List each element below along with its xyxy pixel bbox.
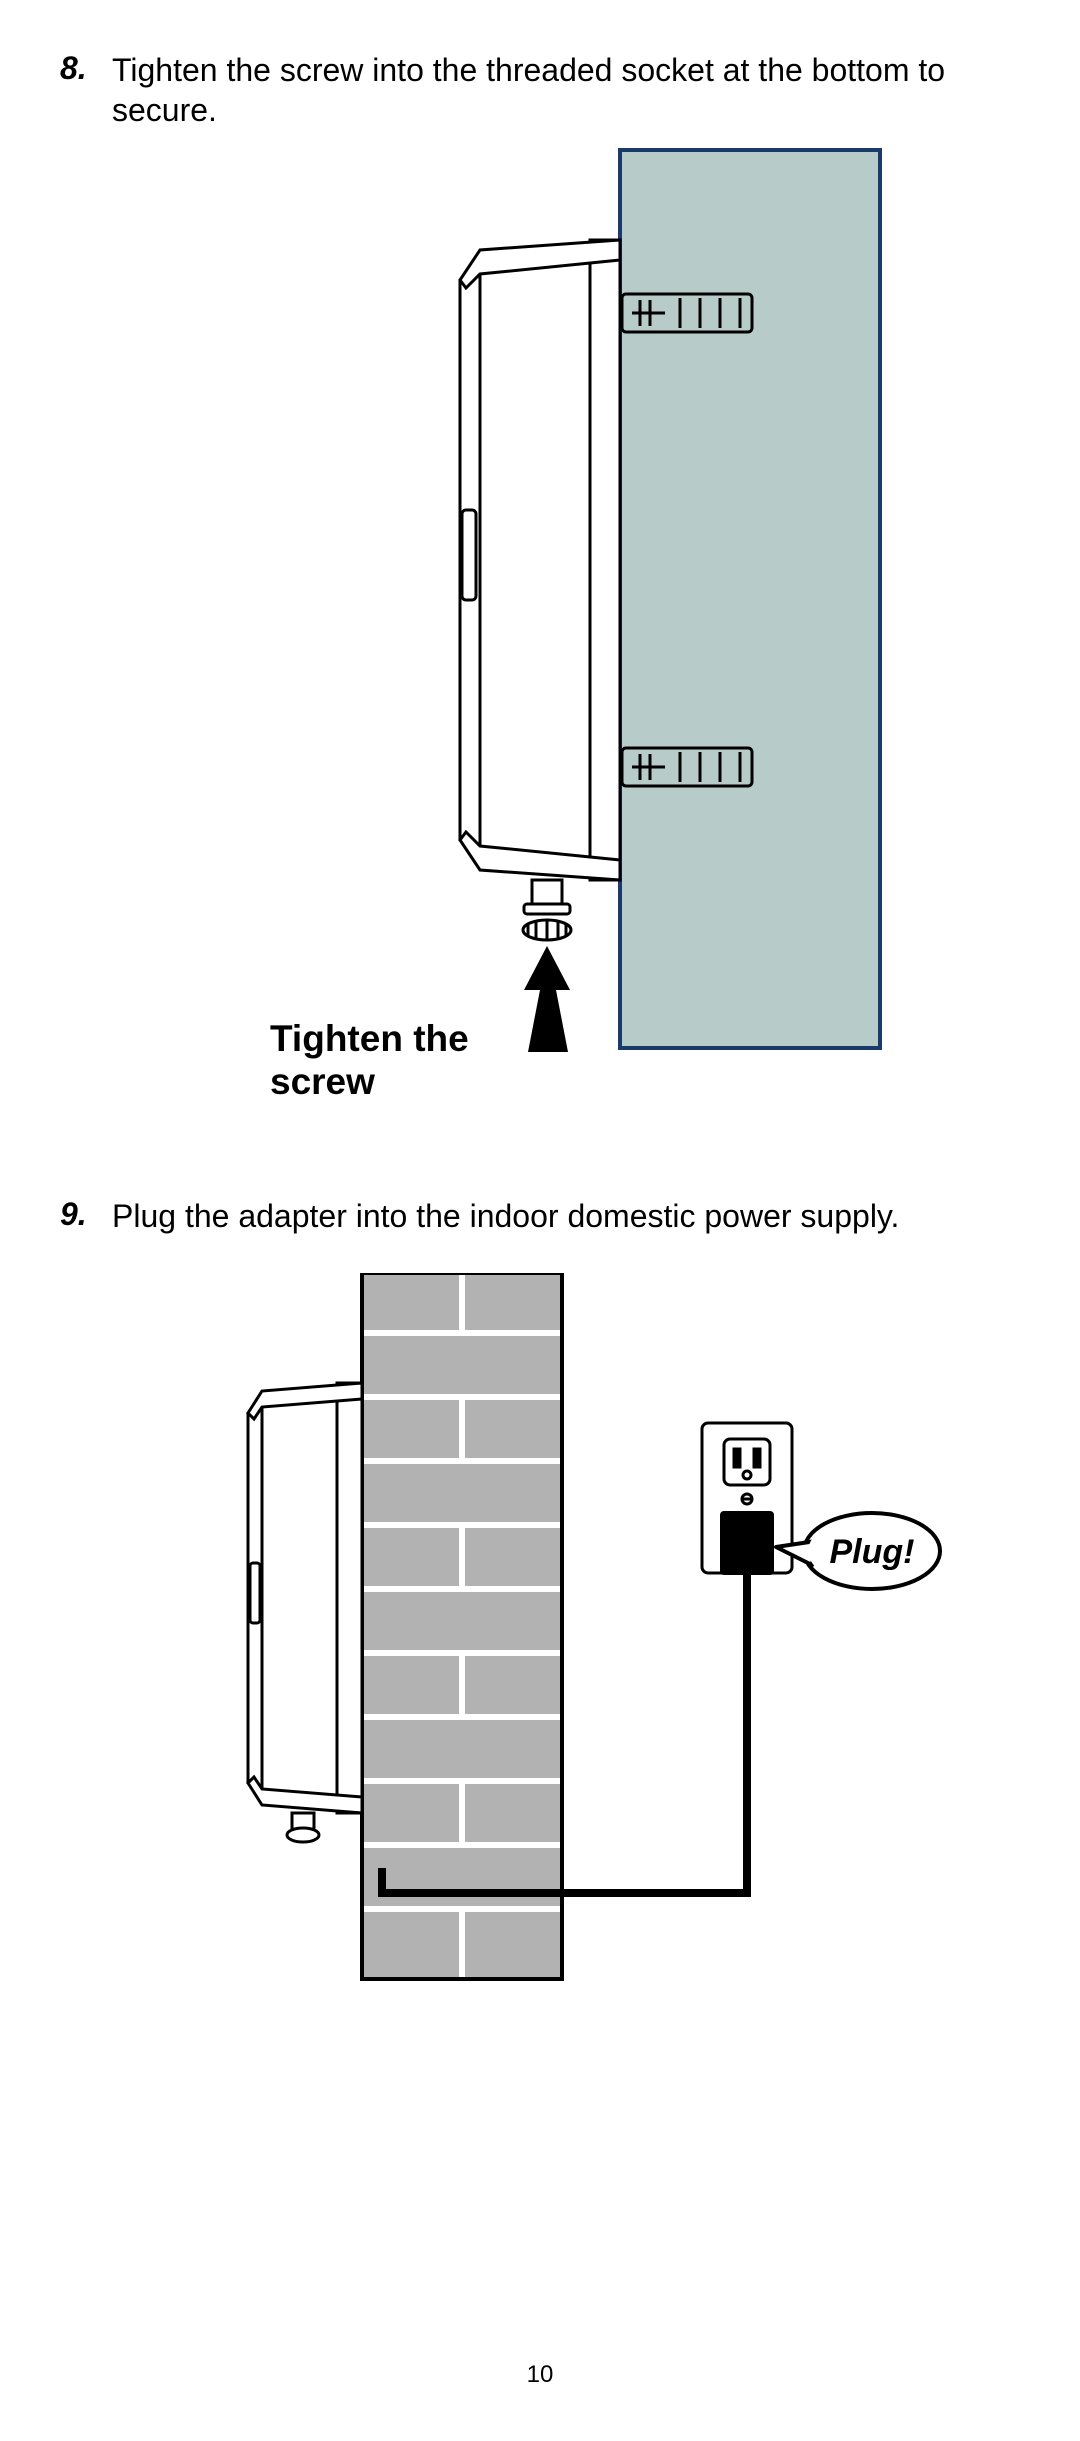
- plug-bubble-text: Plug!: [830, 1533, 915, 1571]
- step-8: 8. Tighten the screw into the threaded s…: [60, 50, 1020, 130]
- step-8-number: 8.: [60, 50, 94, 87]
- figure-plug-adapter: Plug!: [162, 1273, 942, 1983]
- step-8-text: Tighten the screw into the threaded sock…: [112, 50, 1020, 130]
- figure-tighten-screw: [270, 140, 890, 1060]
- page-number: 10: [0, 2361, 1080, 2389]
- step-9: 9. Plug the adapter into the indoor dome…: [60, 1196, 1020, 1236]
- figure-1-label: Tighten the screw: [270, 1018, 469, 1103]
- step-9-number: 9.: [60, 1196, 94, 1233]
- step-9-text: Plug the adapter into the indoor domesti…: [112, 1196, 899, 1236]
